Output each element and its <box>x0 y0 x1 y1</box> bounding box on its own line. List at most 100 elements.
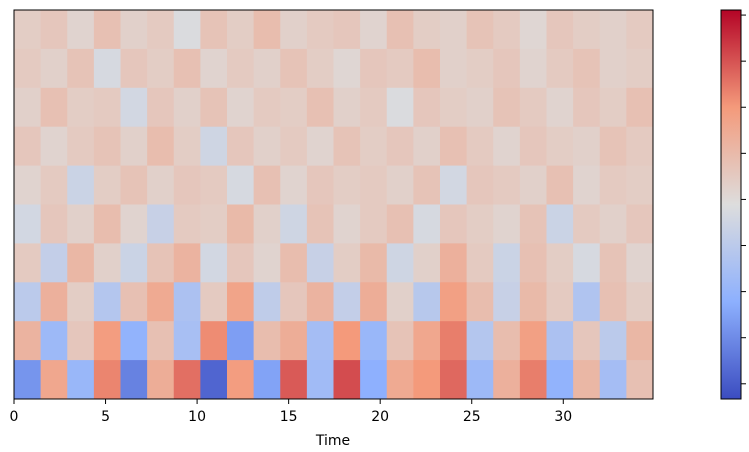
heatmap-cell <box>280 87 308 128</box>
heatmap-cell <box>573 87 601 128</box>
heatmap-cell <box>573 360 601 400</box>
heatmap-cell <box>147 126 175 167</box>
heatmap-cell <box>67 321 95 361</box>
heatmap-cell <box>93 87 121 128</box>
heatmap-cell <box>40 360 68 400</box>
heatmap-cell <box>493 321 521 361</box>
heatmap-cell <box>466 282 494 322</box>
heatmap-cell <box>573 204 601 244</box>
heatmap-cell <box>40 282 68 322</box>
heatmap-cell <box>466 243 494 283</box>
heatmap-cell <box>253 165 281 205</box>
heatmap-cell <box>440 204 468 244</box>
heatmap-cell <box>147 360 175 400</box>
plot-frame <box>13 9 654 400</box>
heatmap-cell <box>519 321 547 361</box>
heatmap-cell <box>67 282 95 322</box>
heatmap-cell <box>40 321 68 361</box>
heatmap-cell <box>147 243 175 283</box>
heatmap-cell <box>360 87 388 128</box>
heatmap-cell <box>14 360 42 400</box>
heatmap-cell <box>546 48 574 89</box>
heatmap-cell <box>413 360 441 400</box>
heatmap-cell <box>93 282 121 322</box>
heatmap-cell <box>626 87 654 128</box>
heatmap-cell <box>546 282 574 322</box>
heatmap-cell <box>519 243 547 283</box>
heatmap-cell <box>14 282 42 322</box>
heatmap-cell <box>14 87 42 128</box>
heatmap-cell <box>147 321 175 361</box>
heatmap-cell <box>173 204 201 244</box>
heatmap-cell <box>440 282 468 322</box>
heatmap-cell <box>493 10 521 50</box>
heatmap-cell <box>173 165 201 205</box>
heatmap-cell <box>120 321 148 361</box>
heatmap-cell <box>280 10 308 50</box>
heatmap-cell <box>413 48 441 89</box>
heatmap-cell <box>546 360 574 400</box>
heatmap-cell <box>493 243 521 283</box>
heatmap-cell <box>386 204 414 244</box>
heatmap-cell <box>386 243 414 283</box>
heatmap-cell <box>599 282 627 322</box>
heatmap-cell <box>333 282 361 322</box>
x-axis-label: Time <box>315 433 350 449</box>
heatmap-cell <box>280 321 308 361</box>
heatmap-cell <box>120 243 148 283</box>
heatmap-cell <box>333 165 361 205</box>
heatmap-cell <box>93 48 121 89</box>
heatmap-cell <box>120 165 148 205</box>
heatmap-cell <box>173 48 201 89</box>
heatmap-cell <box>306 165 334 205</box>
x-tick-label: 5 <box>101 409 110 425</box>
heatmap-cell <box>573 282 601 322</box>
heatmap-cell <box>573 321 601 361</box>
heatmap-cell <box>493 126 521 167</box>
heatmap-cell <box>14 126 42 167</box>
heatmap-cell <box>93 321 121 361</box>
heatmap-cell <box>413 126 441 167</box>
heatmap-cell <box>40 48 68 89</box>
heatmap-cell <box>67 48 95 89</box>
heatmap-cell <box>386 48 414 89</box>
heatmap-cell <box>466 165 494 205</box>
heatmap-cell <box>573 165 601 205</box>
heatmap-cell <box>120 126 148 167</box>
heatmap-cell <box>227 282 255 322</box>
heatmap-cell <box>573 243 601 283</box>
heatmap-cell <box>120 360 148 400</box>
heatmap-cell <box>333 126 361 167</box>
heatmap-cell <box>626 243 654 283</box>
heatmap-cell <box>306 126 334 167</box>
heatmap-cell <box>440 87 468 128</box>
heatmap-cell <box>173 321 201 361</box>
heatmap-cell <box>147 204 175 244</box>
heatmap-cell <box>333 321 361 361</box>
heatmap-cell <box>93 204 121 244</box>
heatmap-cell <box>493 204 521 244</box>
heatmap-cell <box>360 282 388 322</box>
heatmap-cell <box>386 282 414 322</box>
heatmap-cell <box>227 10 255 50</box>
heatmap-cell <box>200 165 228 205</box>
heatmap-cell <box>546 126 574 167</box>
heatmap-cell <box>333 87 361 128</box>
heatmap-cell <box>280 360 308 400</box>
heatmap-cell <box>67 126 95 167</box>
heatmap-cell <box>493 87 521 128</box>
heatmap-cell <box>227 48 255 89</box>
heatmap-cell <box>519 10 547 50</box>
heatmap-cell <box>466 360 494 400</box>
heatmap-cell <box>626 126 654 167</box>
heatmap-cell <box>253 10 281 50</box>
heatmap-cell <box>626 10 654 50</box>
heatmap-cell <box>626 360 654 400</box>
heatmap-cell <box>253 48 281 89</box>
x-tick-label: 25 <box>463 409 481 425</box>
heatmap-cell <box>519 126 547 167</box>
heatmap-cell <box>599 87 627 128</box>
heatmap-cell <box>147 165 175 205</box>
heatmap-cell <box>440 165 468 205</box>
